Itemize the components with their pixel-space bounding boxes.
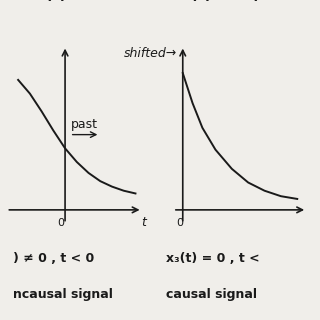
Text: 0: 0 bbox=[177, 218, 184, 228]
Text: shifted→: shifted→ bbox=[124, 47, 177, 60]
Text: x₃(t) = x₂(t: x₃(t) = x₂(t bbox=[174, 0, 266, 2]
Text: x₃(t) = 0 , t <: x₃(t) = 0 , t < bbox=[166, 252, 260, 265]
Text: 0: 0 bbox=[57, 218, 64, 228]
Text: x₂(t): x₂(t) bbox=[30, 0, 68, 2]
Text: past: past bbox=[71, 118, 98, 131]
Text: causal signal: causal signal bbox=[166, 288, 257, 300]
Text: t: t bbox=[141, 216, 146, 229]
Text: ) ≠ 0 , t < 0: ) ≠ 0 , t < 0 bbox=[13, 252, 94, 265]
Text: ncausal signal: ncausal signal bbox=[13, 288, 113, 300]
